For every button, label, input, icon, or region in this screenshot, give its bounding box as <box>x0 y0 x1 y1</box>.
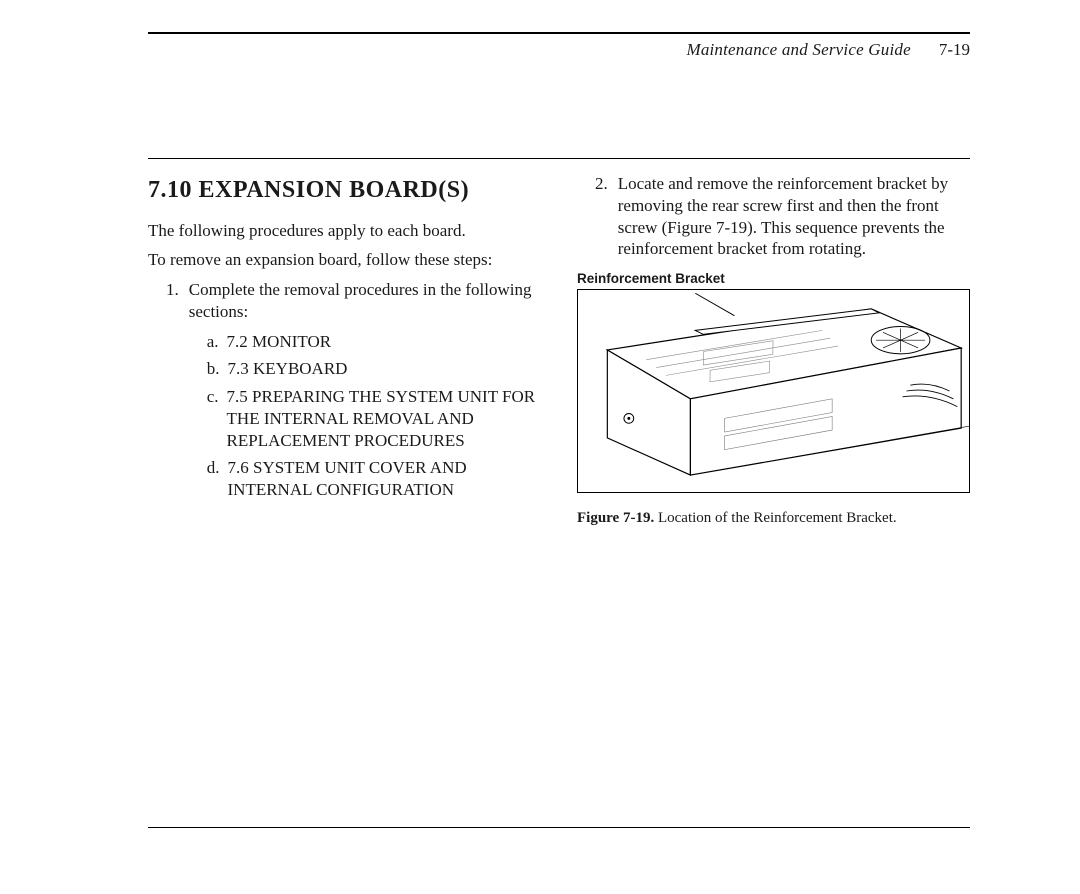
section-rule <box>148 158 970 159</box>
sub-a-marker: a. <box>189 331 227 353</box>
sub-steps: a. 7.2 MONITOR b. 7.3 KEYBOARD c. 7.5 PR… <box>189 331 541 501</box>
page: Maintenance and Service Guide 7-19 7.10 … <box>0 0 1080 894</box>
bottom-rule <box>148 827 970 828</box>
header-title: Maintenance and Service Guide <box>686 40 910 60</box>
step-2-marker: 2. <box>577 173 618 260</box>
figure-caption-text: Location of the Reinforcement Bracket. <box>654 510 896 526</box>
right-column: 2. Locate and remove the reinforcement b… <box>577 171 970 528</box>
sub-c-marker: c. <box>189 386 227 451</box>
intro-paragraph-2: To remove an expansion board, follow the… <box>148 249 541 271</box>
sub-step-a: a. 7.2 MONITOR <box>189 331 541 353</box>
system-unit-drawing <box>578 290 969 492</box>
sub-b-text: 7.3 KEYBOARD <box>228 358 542 380</box>
step-1-body: Complete the removal procedures in the f… <box>189 279 541 507</box>
sub-d-text: 7.6 SYSTEM UNIT COVER AND INTERNAL CONFI… <box>228 457 542 501</box>
step-1-text: Complete the removal procedures in the f… <box>189 280 532 321</box>
sub-b-marker: b. <box>189 358 228 380</box>
step-1: 1. Complete the removal procedures in th… <box>148 279 541 507</box>
figure-caption: Figure 7-19. Location of the Reinforceme… <box>577 509 970 528</box>
step-1-marker: 1. <box>148 279 189 507</box>
figure-caption-number: Figure 7-19. <box>577 510 654 526</box>
section-heading: 7.10 EXPANSION BOARD(S) <box>148 175 541 206</box>
figure-callout-label: Reinforcement Bracket <box>577 270 970 287</box>
step-2-text: Locate and remove the reinforcement brac… <box>618 173 970 260</box>
sub-a-text: 7.2 MONITOR <box>227 331 541 353</box>
sub-d-marker: d. <box>189 457 228 501</box>
numbered-steps-cont: 2. Locate and remove the reinforcement b… <box>577 173 970 260</box>
section-title-text: EXPANSION BOARD(S) <box>199 177 470 203</box>
step-2: 2. Locate and remove the reinforcement b… <box>577 173 970 260</box>
section-number: 7.10 <box>148 177 192 203</box>
sub-c-text: 7.5 PREPARING THE SYSTEM UNIT FOR THE IN… <box>227 386 541 451</box>
figure-illustration <box>577 289 970 493</box>
running-header: Maintenance and Service Guide 7-19 <box>148 40 970 60</box>
numbered-steps: 1. Complete the removal procedures in th… <box>148 279 541 507</box>
top-rule <box>148 32 970 34</box>
sub-step-d: d. 7.6 SYSTEM UNIT COVER AND INTERNAL CO… <box>189 457 541 501</box>
sub-step-b: b. 7.3 KEYBOARD <box>189 358 541 380</box>
left-column: 7.10 EXPANSION BOARD(S) The following pr… <box>148 171 541 528</box>
two-column-body: 7.10 EXPANSION BOARD(S) The following pr… <box>148 171 970 528</box>
intro-paragraph-1: The following procedures apply to each b… <box>148 220 541 242</box>
sub-step-c: c. 7.5 PREPARING THE SYSTEM UNIT FOR THE… <box>189 386 541 451</box>
header-page-number: 7-19 <box>939 40 970 60</box>
